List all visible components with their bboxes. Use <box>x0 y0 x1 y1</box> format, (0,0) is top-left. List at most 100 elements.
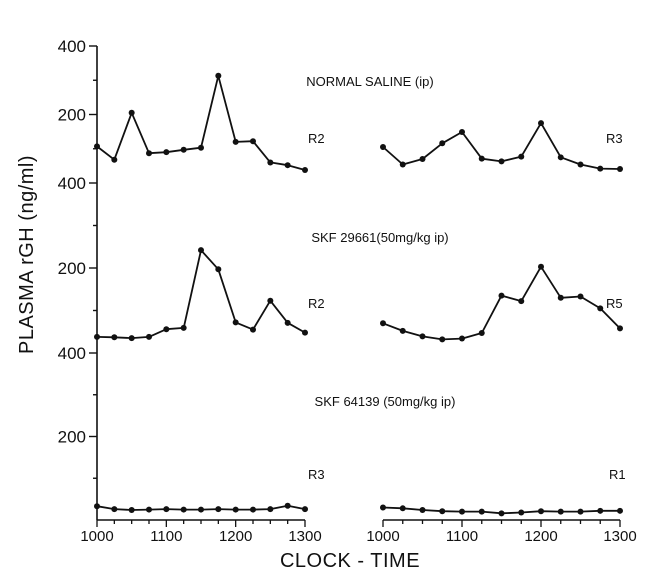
data-point <box>380 320 386 327</box>
data-point <box>459 128 465 135</box>
y-tick-label: 400 <box>58 37 86 56</box>
data-point <box>180 146 187 153</box>
animal-label: R2 <box>308 296 325 311</box>
animal-label: R3 <box>606 131 623 146</box>
data-point <box>597 165 604 172</box>
data-point <box>478 330 485 337</box>
data-point <box>478 155 485 162</box>
data-point <box>250 138 256 145</box>
x-tick-label: 1100 <box>150 528 182 545</box>
y-tick-label: 200 <box>58 428 86 447</box>
data-point <box>163 506 170 513</box>
x-axis-label: CLOCK - TIME <box>279 550 421 572</box>
x-tick-label: 1100 <box>446 528 478 545</box>
data-point <box>198 144 204 151</box>
data-point <box>399 327 406 334</box>
data-point <box>419 156 426 163</box>
data-point <box>478 508 485 515</box>
data-point <box>94 143 100 150</box>
data-point <box>498 158 505 165</box>
data-point <box>302 166 308 173</box>
data-point <box>459 335 465 342</box>
data-point <box>232 506 239 513</box>
data-point <box>128 109 135 116</box>
panel-title: SKF 64139 (50mg/kg ip) <box>315 394 456 409</box>
data-point <box>538 263 544 270</box>
data-point <box>146 506 152 513</box>
y-axis-label: PLASMA rGH (ng/ml) <box>16 154 39 354</box>
data-point <box>380 144 386 151</box>
data-point <box>267 506 274 513</box>
data-point <box>459 508 465 515</box>
data-point <box>577 508 584 515</box>
data-point <box>419 333 426 340</box>
data-point <box>518 153 525 160</box>
data-point <box>163 326 170 333</box>
data-point <box>250 506 256 513</box>
x-tick-label: 1000 <box>80 528 113 545</box>
data-point <box>94 503 100 510</box>
data-point <box>111 506 118 513</box>
data-point <box>215 266 222 273</box>
data-point <box>128 335 135 342</box>
data-point <box>439 336 446 343</box>
data-point <box>128 506 135 513</box>
x-tick-label: 1300 <box>288 528 321 545</box>
data-point <box>215 72 222 79</box>
data-point <box>146 150 152 157</box>
data-point <box>267 159 274 166</box>
data-point <box>617 165 623 172</box>
data-point <box>284 502 291 509</box>
data-point <box>163 149 170 156</box>
data-point <box>284 319 291 326</box>
data-point <box>284 162 291 169</box>
data-point <box>302 329 308 336</box>
data-point <box>498 510 505 517</box>
data-point <box>538 120 544 127</box>
data-point <box>498 292 505 299</box>
data-point <box>597 305 604 312</box>
x-tick-label: 1200 <box>219 528 252 545</box>
x-tick-label: 1000 <box>366 528 399 545</box>
data-point <box>577 293 584 300</box>
series-line <box>382 265 621 341</box>
data-point <box>557 294 564 301</box>
panel-title: SKF 29661(50mg/kg ip) <box>311 230 448 245</box>
data-point <box>518 298 525 305</box>
data-point <box>198 506 204 513</box>
data-point <box>146 333 152 340</box>
data-point <box>94 333 100 340</box>
data-point <box>232 138 239 145</box>
panel-title: NORMAL SALINE (ip) <box>306 74 433 89</box>
series-line <box>96 74 306 171</box>
data-point <box>419 506 426 513</box>
data-point <box>439 508 446 515</box>
data-point <box>198 247 204 254</box>
data-point <box>617 325 623 332</box>
data-point <box>617 507 623 514</box>
animal-label: R3 <box>308 467 325 482</box>
y-axis-label-container: PLASMA rGH (ng/ml) <box>14 104 42 404</box>
data-point <box>232 319 239 326</box>
data-point <box>250 326 256 333</box>
data-point <box>215 506 222 513</box>
data-point <box>597 507 604 514</box>
x-tick-label: 1300 <box>603 528 636 545</box>
data-point <box>439 140 446 147</box>
y-tick-label: 400 <box>58 344 86 363</box>
data-point <box>180 506 187 513</box>
data-point <box>399 161 406 168</box>
data-point <box>399 505 406 512</box>
data-point <box>380 504 386 511</box>
data-point <box>557 508 564 515</box>
series-line <box>96 249 306 340</box>
y-tick-label: 200 <box>58 106 86 125</box>
data-point <box>111 156 118 163</box>
animal-label: R2 <box>308 131 325 146</box>
y-tick-label: 200 <box>58 259 86 278</box>
data-point <box>577 161 584 168</box>
data-point <box>267 297 274 304</box>
y-tick-label: 400 <box>58 174 86 193</box>
data-point <box>302 506 308 513</box>
